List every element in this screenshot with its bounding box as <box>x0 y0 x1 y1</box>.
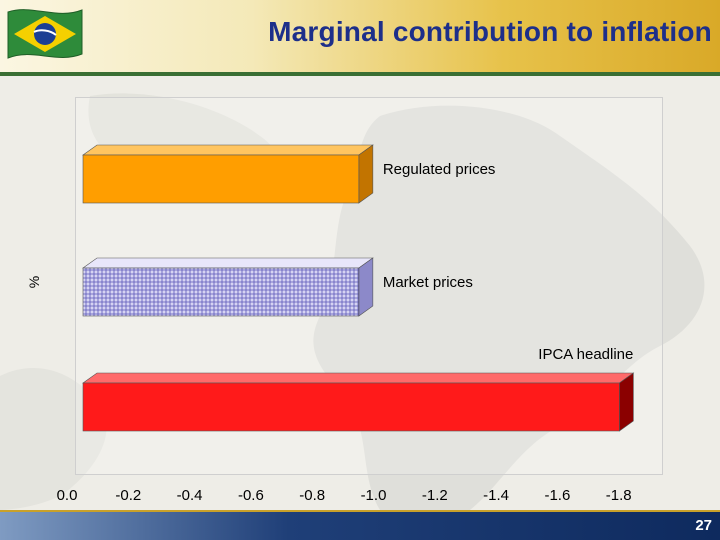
bar <box>82 382 620 432</box>
x-tick-label: -1.0 <box>361 487 387 504</box>
x-tick-label: -0.8 <box>299 487 325 504</box>
bar-side-face <box>358 144 374 204</box>
bar-category-label: Market prices <box>383 274 473 291</box>
x-tick-label: 0.0 <box>57 487 78 504</box>
x-tick-label: -1.2 <box>422 487 448 504</box>
page-title: Marginal contribution to inflation <box>268 16 712 47</box>
footer-band: 27 <box>0 510 720 540</box>
x-tick-label: -1.4 <box>483 487 509 504</box>
bar-category-label: Regulated prices <box>383 161 496 178</box>
bar <box>82 267 360 317</box>
brazil-flag-logo <box>7 9 83 59</box>
header-band <box>0 0 720 72</box>
bar-top-face <box>82 257 374 269</box>
bar-category-label: IPCA headline <box>538 346 633 363</box>
x-tick-label: -0.4 <box>177 487 203 504</box>
bar <box>82 154 360 204</box>
page-number: 27 <box>695 517 712 534</box>
x-tick-label: -0.2 <box>115 487 141 504</box>
x-tick-label: -0.6 <box>238 487 264 504</box>
bar-top-face <box>82 372 635 384</box>
bar-side-face <box>358 257 374 317</box>
bar-side-face <box>619 372 634 432</box>
bar-top-face <box>82 144 374 156</box>
x-tick-label: -1.8 <box>606 487 632 504</box>
x-tick-label: -1.6 <box>544 487 570 504</box>
header-rule <box>0 72 720 76</box>
